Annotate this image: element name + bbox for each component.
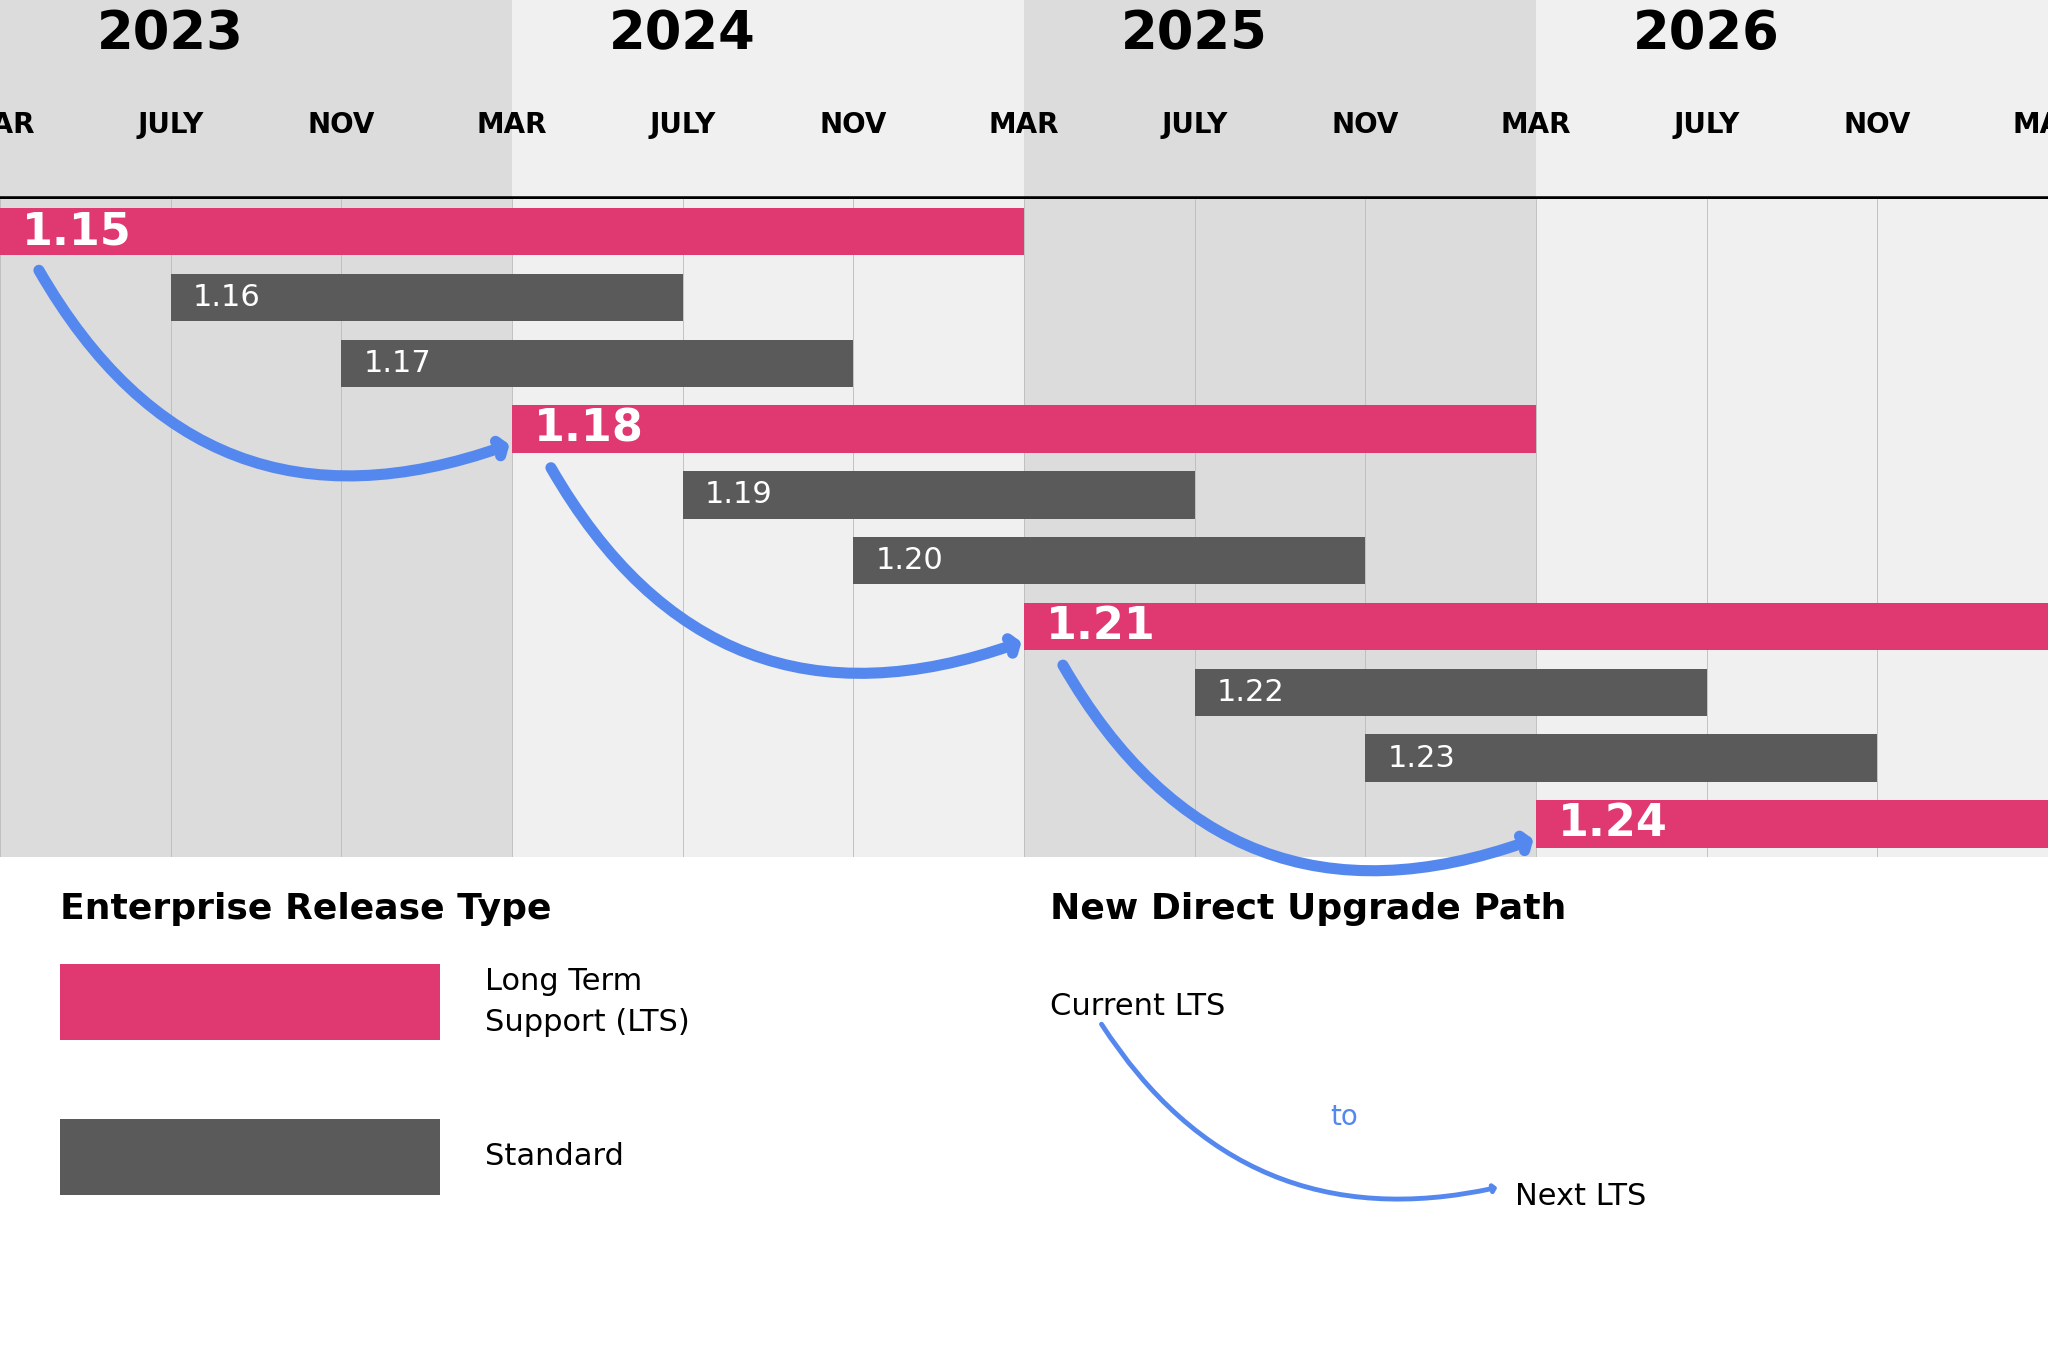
Text: 1.17: 1.17 <box>365 348 432 378</box>
Bar <box>170 0 342 199</box>
Text: MAR: MAR <box>0 111 35 140</box>
Text: Long Term
Support (LTS): Long Term Support (LTS) <box>485 967 690 1036</box>
Text: MAR: MAR <box>2013 111 2048 140</box>
Text: Enterprise Release Type: Enterprise Release Type <box>59 893 551 925</box>
Text: MAR: MAR <box>1501 111 1571 140</box>
Text: MAR: MAR <box>989 111 1059 140</box>
Bar <box>682 0 854 199</box>
Text: 1.20: 1.20 <box>877 546 944 576</box>
Bar <box>0 0 170 199</box>
Text: JULY: JULY <box>1161 111 1229 140</box>
Text: NOV: NOV <box>1843 111 1911 140</box>
Bar <box>1878 199 2048 857</box>
Text: to: to <box>1329 1102 1358 1131</box>
Bar <box>1366 735 1878 781</box>
Text: 1.22: 1.22 <box>1217 677 1284 707</box>
Bar <box>170 199 342 857</box>
Text: 1.16: 1.16 <box>193 282 260 313</box>
Text: NOV: NOV <box>819 111 887 140</box>
Bar <box>1194 199 1366 857</box>
Bar <box>1366 0 1536 199</box>
Bar <box>342 0 512 199</box>
Text: 2023: 2023 <box>96 8 244 60</box>
Bar <box>512 199 682 857</box>
Bar <box>342 199 512 857</box>
Bar <box>1536 199 1706 857</box>
Text: 1.24: 1.24 <box>1559 802 1667 846</box>
Bar <box>1024 603 2048 650</box>
Bar <box>1706 199 1878 857</box>
Text: 2024: 2024 <box>610 8 756 60</box>
Text: JULY: JULY <box>137 111 205 140</box>
Text: Standard: Standard <box>485 1142 625 1171</box>
Text: Current LTS: Current LTS <box>1051 991 1225 1021</box>
Bar <box>1536 801 2048 847</box>
Bar <box>170 274 682 321</box>
Text: NOV: NOV <box>307 111 375 140</box>
Text: 2025: 2025 <box>1122 8 1268 60</box>
Bar <box>512 406 1536 452</box>
Bar <box>854 0 1024 199</box>
Text: JULY: JULY <box>649 111 717 140</box>
Bar <box>682 199 854 857</box>
Bar <box>1024 199 1194 857</box>
Text: 1.21: 1.21 <box>1047 605 1155 648</box>
Text: NOV: NOV <box>1331 111 1399 140</box>
Bar <box>1366 199 1536 857</box>
Bar <box>59 1119 440 1196</box>
Text: 2026: 2026 <box>1632 8 1780 60</box>
Bar <box>0 199 170 857</box>
Bar <box>1024 0 1194 199</box>
Bar <box>512 0 682 199</box>
Bar <box>59 964 440 1039</box>
Text: 1.19: 1.19 <box>705 480 772 510</box>
Text: 1.23: 1.23 <box>1389 743 1456 773</box>
Bar <box>854 537 1366 584</box>
Bar <box>1194 669 1706 716</box>
Text: 1.18: 1.18 <box>535 407 643 451</box>
Bar <box>342 340 854 387</box>
Text: JULY: JULY <box>1673 111 1741 140</box>
Bar <box>682 472 1194 518</box>
Bar <box>1194 0 1366 199</box>
Text: 1.15: 1.15 <box>23 210 131 254</box>
Bar <box>854 199 1024 857</box>
Bar <box>1878 0 2048 199</box>
Text: MAR: MAR <box>477 111 547 140</box>
Bar <box>0 208 1024 255</box>
Bar <box>1706 0 1878 199</box>
Text: Next LTS: Next LTS <box>1516 1182 1647 1212</box>
Text: New Direct Upgrade Path: New Direct Upgrade Path <box>1051 893 1567 925</box>
Bar <box>1536 0 1706 199</box>
